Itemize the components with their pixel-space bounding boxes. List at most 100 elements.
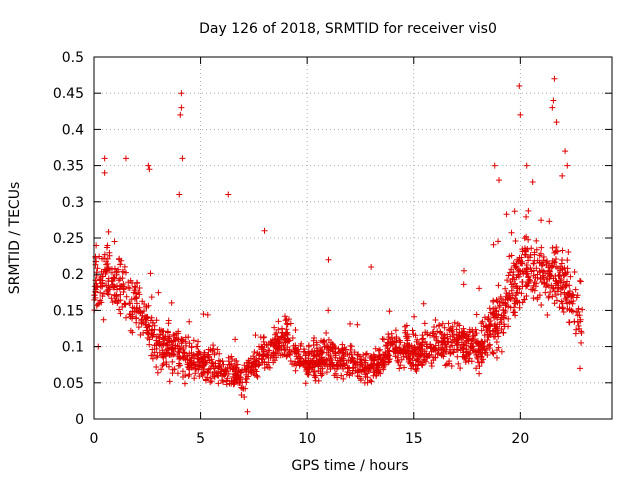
data-point xyxy=(334,362,341,369)
data-point xyxy=(161,336,168,343)
data-point xyxy=(475,359,482,366)
data-point xyxy=(174,342,181,349)
data-point xyxy=(225,354,232,361)
data-point xyxy=(540,257,547,264)
data-point xyxy=(564,162,571,169)
data-point xyxy=(468,337,475,344)
data-point xyxy=(165,320,172,327)
data-point xyxy=(511,208,518,215)
y-axis-label: SRMTID / TECUs xyxy=(7,182,23,295)
data-point xyxy=(517,268,524,275)
data-point xyxy=(350,367,357,374)
data-point xyxy=(323,349,330,356)
data-point xyxy=(523,213,530,220)
data-point xyxy=(495,344,502,351)
data-point xyxy=(186,350,193,357)
data-point xyxy=(122,301,129,308)
data-point xyxy=(166,333,173,340)
data-point xyxy=(579,306,586,313)
data-point xyxy=(195,348,202,355)
data-point xyxy=(329,359,336,366)
data-point xyxy=(349,354,356,361)
data-point xyxy=(432,354,439,361)
data-point xyxy=(229,366,236,373)
data-point xyxy=(395,359,402,366)
data-point xyxy=(420,335,427,342)
data-point xyxy=(388,340,395,347)
data-point xyxy=(361,365,368,372)
data-point xyxy=(352,360,359,367)
y-tick-label: 0.2 xyxy=(62,267,84,283)
data-point xyxy=(495,238,502,245)
data-point xyxy=(180,344,187,351)
data-point xyxy=(576,325,583,332)
data-point xyxy=(500,329,507,336)
data-point xyxy=(530,282,537,289)
data-point xyxy=(199,372,206,379)
data-point xyxy=(428,360,435,367)
data-point xyxy=(537,250,544,257)
data-point xyxy=(476,370,483,377)
data-point xyxy=(166,378,173,385)
data-point xyxy=(109,277,116,284)
data-point xyxy=(253,357,260,364)
data-point xyxy=(506,269,513,276)
data-point xyxy=(533,265,540,272)
data-point xyxy=(247,368,254,375)
data-point xyxy=(263,342,270,349)
data-point xyxy=(493,297,500,304)
data-point xyxy=(414,356,421,363)
data-point xyxy=(333,361,340,368)
data-point xyxy=(412,346,419,353)
data-point xyxy=(354,321,361,328)
data-point xyxy=(215,364,222,371)
data-point xyxy=(211,351,218,358)
data-point xyxy=(216,362,223,369)
data-point xyxy=(577,365,584,372)
data-point xyxy=(349,370,356,377)
data-point xyxy=(217,370,224,377)
data-point xyxy=(521,296,528,303)
data-point xyxy=(164,329,171,336)
data-point xyxy=(104,265,111,272)
data-point xyxy=(247,355,254,362)
data-point xyxy=(277,352,284,359)
data-point xyxy=(551,75,558,82)
data-point xyxy=(261,365,268,372)
data-point xyxy=(195,366,202,373)
data-point xyxy=(102,270,109,277)
data-point xyxy=(349,355,356,362)
data-point xyxy=(424,329,431,336)
data-point xyxy=(494,314,501,321)
data-point xyxy=(367,352,374,359)
data-point xyxy=(283,330,290,337)
data-point xyxy=(516,267,523,274)
data-point xyxy=(363,350,370,357)
data-point xyxy=(105,275,112,282)
data-point xyxy=(147,317,154,324)
data-point xyxy=(270,352,277,359)
data-point xyxy=(557,263,564,270)
data-point xyxy=(367,366,374,373)
data-point xyxy=(325,307,332,314)
data-point xyxy=(202,361,209,368)
data-point xyxy=(98,268,105,275)
data-point xyxy=(549,104,556,111)
data-point xyxy=(223,381,230,388)
data-point xyxy=(564,257,571,264)
data-point xyxy=(210,345,217,352)
data-point xyxy=(123,293,130,300)
data-point xyxy=(559,256,566,263)
data-point xyxy=(281,346,288,353)
x-tick-label: 0 xyxy=(90,431,99,447)
data-point xyxy=(521,251,528,258)
data-point xyxy=(554,279,561,286)
data-point xyxy=(103,282,110,289)
data-point xyxy=(500,307,507,314)
data-point xyxy=(136,304,143,311)
data-point xyxy=(169,358,176,365)
data-point xyxy=(429,329,436,336)
data-point xyxy=(101,251,108,258)
data-point xyxy=(423,350,430,357)
data-point xyxy=(309,357,316,364)
